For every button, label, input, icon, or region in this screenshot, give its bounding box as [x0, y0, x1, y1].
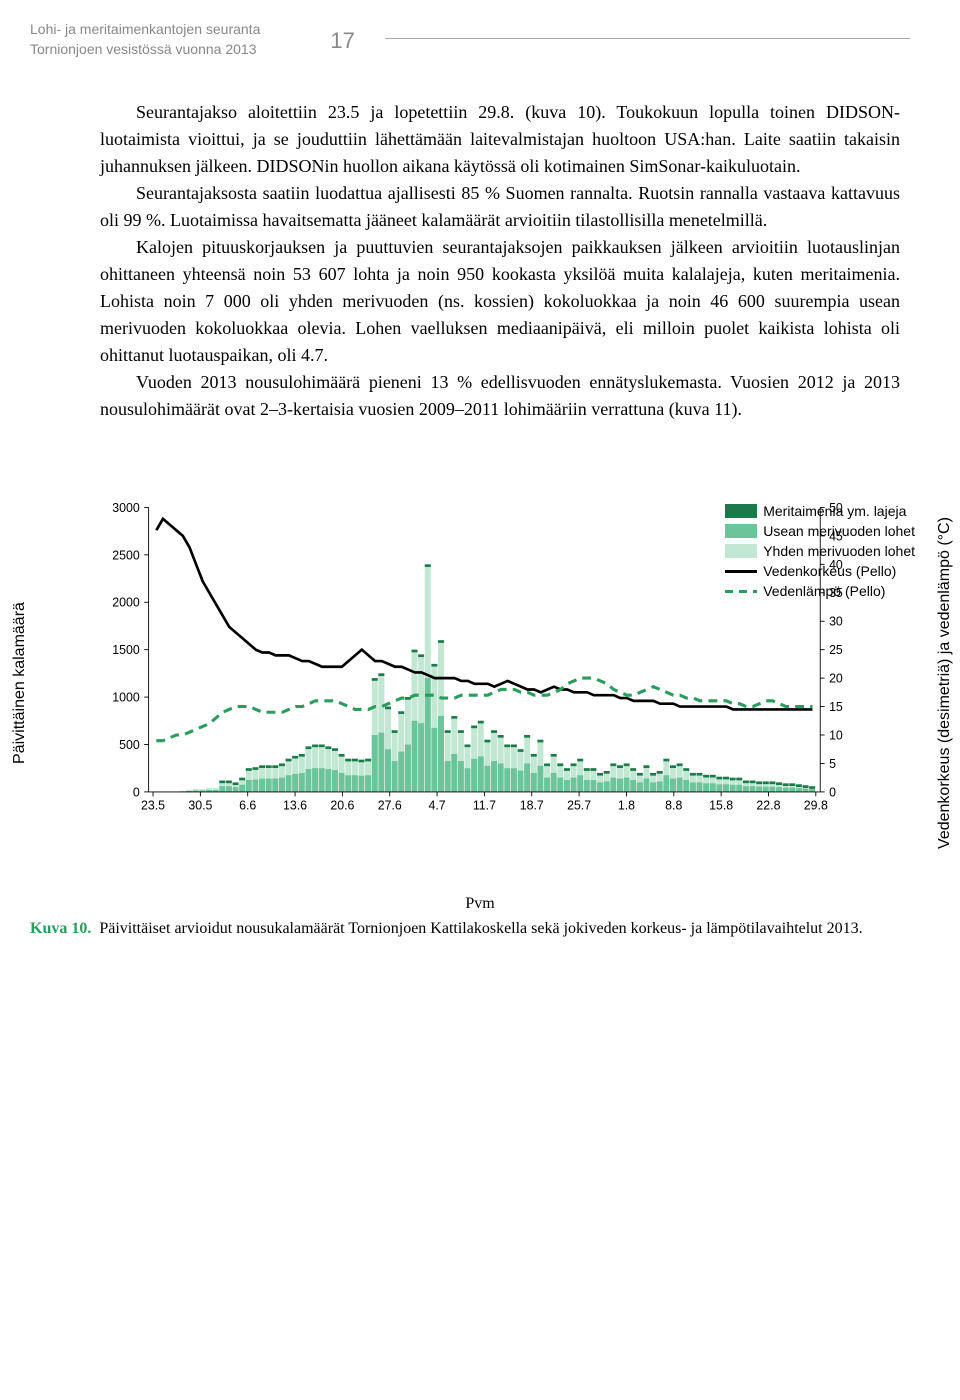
svg-text:4.7: 4.7 — [428, 799, 445, 813]
svg-text:1500: 1500 — [112, 643, 140, 657]
legend-swatch — [725, 544, 757, 558]
svg-text:13.6: 13.6 — [283, 799, 307, 813]
svg-text:5: 5 — [829, 757, 836, 771]
svg-text:1.8: 1.8 — [618, 799, 635, 813]
legend-item: Vedenlämpö (Pello) — [725, 583, 915, 599]
y-axis-left-label: Päivittäinen kalamäärä — [11, 602, 29, 764]
body-text: Seurantajakso aloitettiin 23.5 ja lopete… — [0, 69, 960, 443]
svg-text:30: 30 — [829, 615, 843, 629]
svg-text:2000: 2000 — [112, 596, 140, 610]
legend-swatch — [725, 590, 757, 593]
header-rule — [385, 38, 910, 39]
legend-swatch — [725, 524, 757, 538]
y-axis-right-label: Vedenkorkeus (desimetriä) ja vedenlämpö … — [936, 517, 954, 849]
svg-text:29.8: 29.8 — [804, 799, 828, 813]
svg-text:20.6: 20.6 — [330, 799, 354, 813]
svg-text:27.6: 27.6 — [378, 799, 402, 813]
paragraph-3: Kalojen pituuskorjauksen ja puuttuvien s… — [100, 234, 900, 369]
svg-text:20: 20 — [829, 672, 843, 686]
svg-text:500: 500 — [119, 738, 140, 752]
paragraph-4: Vuoden 2013 nousulohimäärä pieneni 13 % … — [100, 369, 900, 423]
legend-swatch — [725, 570, 757, 573]
legend-label: Vedenlämpö (Pello) — [763, 583, 885, 599]
header-line1: Lohi- ja meritaimenkantojen seuranta — [30, 20, 260, 40]
svg-text:22.8: 22.8 — [756, 799, 780, 813]
svg-text:15.8: 15.8 — [709, 799, 733, 813]
svg-text:3000: 3000 — [112, 503, 140, 515]
caption-text: Päivittäiset arvioidut nousukalamäärät T… — [99, 918, 900, 940]
svg-text:23.5: 23.5 — [141, 799, 165, 813]
paragraph-1: Seurantajakso aloitettiin 23.5 ja lopete… — [100, 99, 900, 180]
x-axis-label: Pvm — [465, 895, 494, 913]
svg-text:25: 25 — [829, 643, 843, 657]
page-header: Lohi- ja meritaimenkantojen seuranta Tor… — [0, 0, 960, 69]
svg-text:0: 0 — [829, 785, 836, 799]
svg-text:8.8: 8.8 — [665, 799, 682, 813]
svg-text:15: 15 — [829, 700, 843, 714]
legend-item: Meritaimenia ym. lajeja — [725, 503, 915, 519]
legend-label: Usean merivuoden lohet — [763, 523, 915, 539]
chart-legend: Meritaimenia ym. lajeja Usean merivuoden … — [725, 503, 915, 603]
legend-item: Vedenkorkeus (Pello) — [725, 563, 915, 579]
legend-item: Yhden merivuoden lohet — [725, 543, 915, 559]
chart-container: Päivittäinen kalamäärä Vedenkorkeus (des… — [30, 493, 930, 873]
header-title: Lohi- ja meritaimenkantojen seuranta Tor… — [30, 20, 260, 59]
caption-label: Kuva 10. — [30, 918, 91, 940]
svg-text:2500: 2500 — [112, 548, 140, 562]
paragraph-2: Seurantajaksosta saatiin luodattua ajall… — [100, 180, 900, 234]
legend-label: Yhden merivuoden lohet — [763, 543, 915, 559]
legend-swatch — [725, 504, 757, 518]
header-line2: Tornionjoen vesistössä vuonna 2013 — [30, 40, 260, 60]
svg-text:30.5: 30.5 — [188, 799, 212, 813]
legend-label: Vedenkorkeus (Pello) — [763, 563, 896, 579]
svg-text:11.7: 11.7 — [473, 799, 496, 813]
svg-text:10: 10 — [829, 729, 843, 743]
svg-text:6.6: 6.6 — [239, 799, 256, 813]
svg-text:25.7: 25.7 — [567, 799, 591, 813]
page-number: 17 — [330, 28, 354, 54]
legend-label: Meritaimenia ym. lajeja — [763, 503, 906, 519]
svg-text:1000: 1000 — [112, 691, 140, 705]
legend-item: Usean merivuoden lohet — [725, 523, 915, 539]
svg-text:18.7: 18.7 — [520, 799, 544, 813]
svg-text:0: 0 — [133, 785, 140, 799]
